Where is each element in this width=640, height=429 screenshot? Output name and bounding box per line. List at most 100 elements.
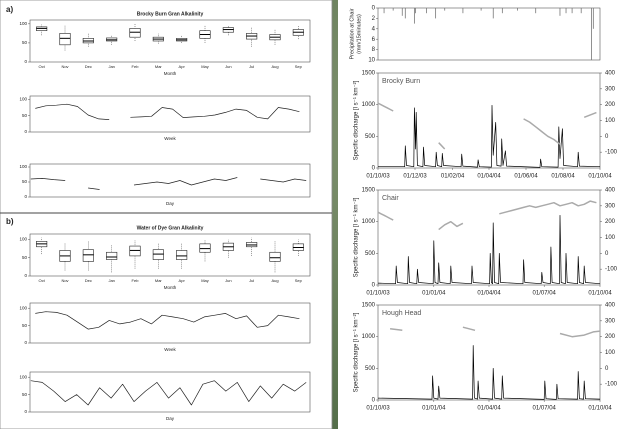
panel-label: a) <box>6 5 13 14</box>
bar <box>404 8 406 19</box>
x-tick-label: 01/10/04 <box>588 174 612 180</box>
x-axis-label: Day <box>166 201 175 206</box>
x-tick-label: Jun <box>225 278 231 283</box>
y-tick-label: 100 <box>19 305 27 310</box>
y2-tick-label: 200 <box>605 102 616 108</box>
box <box>269 251 281 262</box>
bar <box>444 8 446 11</box>
y2-tick-label: 200 <box>605 219 616 225</box>
y-tick-label: 8 <box>372 47 376 53</box>
bar <box>571 8 573 14</box>
data-line <box>378 104 601 168</box>
plot-frame <box>29 19 311 63</box>
y-tick-label: 0 <box>24 409 27 414</box>
y2-tick-label: 100 <box>605 235 616 241</box>
x-tick-label: 01/02/04 <box>441 174 465 180</box>
x-tick-label: Jul <box>249 278 254 283</box>
x-tick-label: 01/07/04 <box>533 291 557 297</box>
x-tick-label: Jul <box>249 64 254 69</box>
x-tick-label: 01/01/04 <box>422 291 446 297</box>
box <box>129 28 141 38</box>
y-tick-label: 1500 <box>362 303 376 309</box>
y-axis-label: Specific discharge [l s⁻¹ km⁻²] <box>354 197 360 277</box>
y2-tick-label: -100 <box>605 382 618 388</box>
y-tick-label: 100 <box>19 164 27 169</box>
y2-tick-label: 0 <box>605 251 609 257</box>
x-tick-label: Jun <box>225 64 231 69</box>
y-axis-label: Specific discharge [l s⁻¹ km⁻²] <box>354 312 360 392</box>
box <box>152 249 164 260</box>
x-tick-label: Apr <box>179 64 186 69</box>
y-axis-label: (mm/15minutes) <box>356 14 362 54</box>
plot-frame <box>29 371 311 413</box>
data-line <box>35 103 300 120</box>
bar <box>517 8 518 11</box>
y-tick-label: 50 <box>22 40 28 45</box>
y-tick-label: 0 <box>372 6 376 12</box>
x-tick-label: Sep <box>295 64 303 69</box>
water-table-line <box>377 102 597 150</box>
y-tick-label: 50 <box>22 113 28 118</box>
y-tick-label: 100 <box>19 96 27 101</box>
x-tick-label: Jan <box>108 64 114 69</box>
x-tick-label: Mar <box>155 64 163 69</box>
y-tick-label: 10 <box>368 58 375 64</box>
y-tick-label: 0 <box>24 340 27 345</box>
x-tick-label: 01/10/03 <box>366 406 390 412</box>
bar <box>592 8 594 29</box>
x-tick-label: Nov <box>61 64 68 69</box>
plot-frame <box>29 302 311 344</box>
bar <box>435 8 437 19</box>
y-tick-label: 4 <box>372 26 376 32</box>
x-tick-label: 01/10/04 <box>588 406 612 412</box>
x-tick-label: 01/08/04 <box>551 174 575 180</box>
y-tick-label: 0 <box>24 194 27 199</box>
chart-title: Hough Head <box>382 310 421 317</box>
y2-tick-label: 400 <box>605 303 616 309</box>
box <box>82 249 94 262</box>
plot-frame <box>377 189 601 286</box>
x-tick-label: Aug <box>271 64 278 69</box>
bar <box>559 8 561 16</box>
y-tick-label: 100 <box>19 237 27 242</box>
y2-tick-label: 300 <box>605 86 616 92</box>
x-tick-label: Mar <box>155 278 163 283</box>
y-tick-label: 100 <box>19 374 27 379</box>
plot-frame <box>377 304 601 401</box>
x-tick-label: Feb <box>132 64 140 69</box>
y-tick-label: 0 <box>24 273 27 278</box>
data-line <box>377 214 601 285</box>
plot-frame <box>377 7 601 61</box>
chart-title: Brocky Burn Gran Alkalinity <box>137 11 204 17</box>
x-tick-label: 01/07/04 <box>533 406 557 412</box>
y2-tick-label: 400 <box>605 188 616 194</box>
y-tick-label: 0 <box>372 166 376 172</box>
box <box>106 251 118 260</box>
y-tick-label: 0 <box>24 59 27 64</box>
y2-tick-label: 0 <box>605 366 609 372</box>
bar <box>392 8 394 11</box>
y-tick-label: 0 <box>372 283 376 289</box>
x-tick-label: 01/01/04 <box>422 406 446 412</box>
y2-tick-label: 300 <box>605 203 616 209</box>
bar <box>492 8 494 19</box>
water-table-line <box>390 326 601 338</box>
x-tick-label: 01/04/04 <box>477 406 501 412</box>
x-tick-label: 01/04/04 <box>477 291 501 297</box>
x-tick-label: May <box>201 278 209 283</box>
y-tick-label: 100 <box>19 21 27 26</box>
box <box>129 245 141 257</box>
data-line <box>30 177 307 190</box>
data-line <box>30 380 307 406</box>
plot-frame <box>29 233 311 277</box>
left-page <box>0 0 333 429</box>
box <box>199 243 211 253</box>
bar <box>535 8 537 14</box>
x-axis-label: Month <box>164 285 177 290</box>
y-tick-label: 50 <box>22 392 28 397</box>
y-tick-label: 1500 <box>362 71 376 77</box>
x-tick-label: Jan <box>108 278 114 283</box>
bar <box>501 8 503 14</box>
x-tick-label: Oct <box>39 64 46 69</box>
y-tick-label: 0 <box>24 129 27 134</box>
